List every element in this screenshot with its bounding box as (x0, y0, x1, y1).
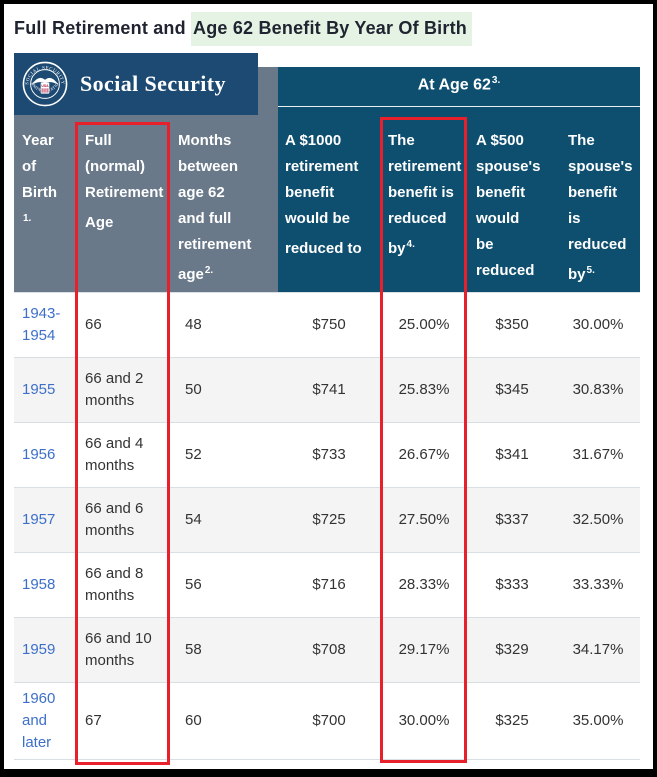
value-cell: 50 (185, 381, 202, 398)
value-cell: 66 (85, 316, 102, 333)
value-cell: 32.50% (572, 511, 624, 528)
column-header-year-of-birth: Year of Birth 1. (22, 132, 57, 224)
table-row: 1959 66 and 10 months 58 $708 29.17% $329 34.1… (14, 617, 640, 683)
year-of-birth-link[interactable]: 1956 (22, 446, 56, 463)
year-of-birth-link[interactable]: 1960 and later (22, 690, 56, 751)
value-cell: 34.17% (572, 641, 624, 658)
year-of-birth-cell: 1957 (14, 488, 75, 553)
value-cell: $700 (312, 712, 346, 729)
data-rows: 1943-1954 66 48 $750 25.00% $350 30.00% 1955 66 … (14, 292, 640, 760)
value-cell: 25.00% (398, 316, 450, 333)
value-cell: 66 and 6 months (85, 500, 144, 539)
column-header-500-spouse-benefit: A $500 spouse's benefit would be reduced… (476, 132, 541, 309)
value-cell: $750 (312, 316, 346, 333)
table-header: At Age 623. SOCIAL SECURITY ADMINISTRATI… (14, 53, 640, 309)
year-of-birth-link[interactable]: 1958 (22, 576, 56, 593)
table-row: 1960 and later 67 60 $700 30.00% $325 35.00% (14, 682, 640, 760)
value-cell: 31.67% (572, 446, 624, 463)
value-cell: $337 (495, 511, 529, 528)
group-header-at-age-62: At Age 623. (417, 75, 501, 94)
page: Full Retirement and Age 62 Benefit By Ye… (4, 4, 653, 769)
value-cell: 28.33% (398, 576, 450, 593)
value-cell: 25.83% (398, 381, 450, 398)
value-cell: $341 (495, 446, 529, 463)
value-cell: 30.83% (572, 381, 624, 398)
year-of-birth-cell: 1955 (14, 358, 75, 423)
value-cell: 30.00% (572, 316, 624, 333)
benefit-table: 1943-1954 66 48 $750 25.00% $350 30.00% 1955 66 … (14, 292, 640, 760)
value-cell: $733 (312, 446, 346, 463)
value-cell: 58 (185, 641, 202, 658)
value-cell: $325 (495, 712, 529, 729)
value-cell: 52 (185, 446, 202, 463)
value-cell: 66 and 4 months (85, 435, 144, 474)
value-cell: 48 (185, 316, 202, 333)
value-cell: 29.17% (398, 641, 450, 658)
value-cell: $350 (495, 316, 529, 333)
column-header-benefit-reduced-by: The retirement benefit is reduced by4. (388, 132, 462, 257)
title-highlighted: Age 62 Benefit By Year Of Birth (191, 12, 472, 46)
value-cell: $741 (312, 381, 346, 398)
value-cell: $333 (495, 576, 529, 593)
table-row: 1958 66 and 8 months 56 $716 28.33% $333 33.33… (14, 552, 640, 618)
value-cell: 60 (185, 712, 202, 729)
social-security-banner: SOCIAL SECURITY ADMINISTRATION USA Socia… (14, 53, 258, 115)
table-row: 1943-1954 66 48 $750 25.00% $350 30.00% (14, 292, 640, 358)
column-header-1000-benefit-reduced-to: A $1000 retirement benefit would be redu… (285, 132, 362, 257)
value-cell: 66 and 10 months (85, 630, 152, 669)
table-row: 1956 66 and 4 months 52 $733 26.67% $341 31.67… (14, 422, 640, 488)
value-cell: 66 and 8 months (85, 565, 144, 604)
year-of-birth-link[interactable]: 1955 (22, 381, 56, 398)
year-of-birth-cell: 1960 and later (14, 683, 75, 760)
value-cell: 35.00% (572, 712, 624, 729)
value-cell: 66 and 2 months (85, 370, 144, 409)
year-of-birth-cell: 1959 (14, 618, 75, 683)
value-cell: 27.50% (398, 511, 450, 528)
year-of-birth-cell: 1956 (14, 423, 75, 488)
value-cell: 26.67% (398, 446, 450, 463)
year-of-birth-cell: 1958 (14, 553, 75, 618)
value-cell: 54 (185, 511, 202, 528)
value-cell: $725 (312, 511, 346, 528)
year-of-birth-link[interactable]: 1957 (22, 511, 56, 528)
social-security-wordmark: Social Security (80, 71, 226, 96)
svg-text:USA: USA (41, 84, 49, 88)
eagle-icon (31, 77, 59, 85)
at-age-62-group: At Age 623. (278, 67, 640, 292)
value-cell: 33.33% (572, 576, 624, 593)
ssa-seal-icon: SOCIAL SECURITY ADMINISTRATION USA (22, 61, 68, 107)
year-of-birth-cell: 1943-1954 (14, 293, 75, 358)
column-header-months-between: Months between age 62 and full retiremen… (178, 132, 252, 283)
value-cell: 67 (85, 712, 102, 729)
column-header-spouse-benefit-reduced-by: The spouse's benefit is reduced by5. (568, 132, 633, 283)
value-cell: $345 (495, 381, 529, 398)
value-cell: 56 (185, 576, 202, 593)
value-cell: 30.00% (398, 712, 450, 729)
year-of-birth-link[interactable]: 1959 (22, 641, 56, 658)
group-header-divider (278, 106, 640, 107)
year-of-birth-link[interactable]: 1943-1954 (22, 305, 61, 344)
column-header-full-retirement-age: Full (normal) Retirement Age (85, 132, 164, 231)
value-cell: $708 (312, 641, 346, 658)
title-plain: Full Retirement and (14, 18, 192, 38)
table-row: 1955 66 and 2 months 50 $741 25.83% $345 30.83… (14, 357, 640, 423)
value-cell: $716 (312, 576, 346, 593)
value-cell: $329 (495, 641, 529, 658)
table-row: 1957 66 and 6 months 54 $725 27.50% $337 32.50… (14, 487, 640, 553)
page-title: Full Retirement and Age 62 Benefit By Ye… (14, 12, 472, 46)
